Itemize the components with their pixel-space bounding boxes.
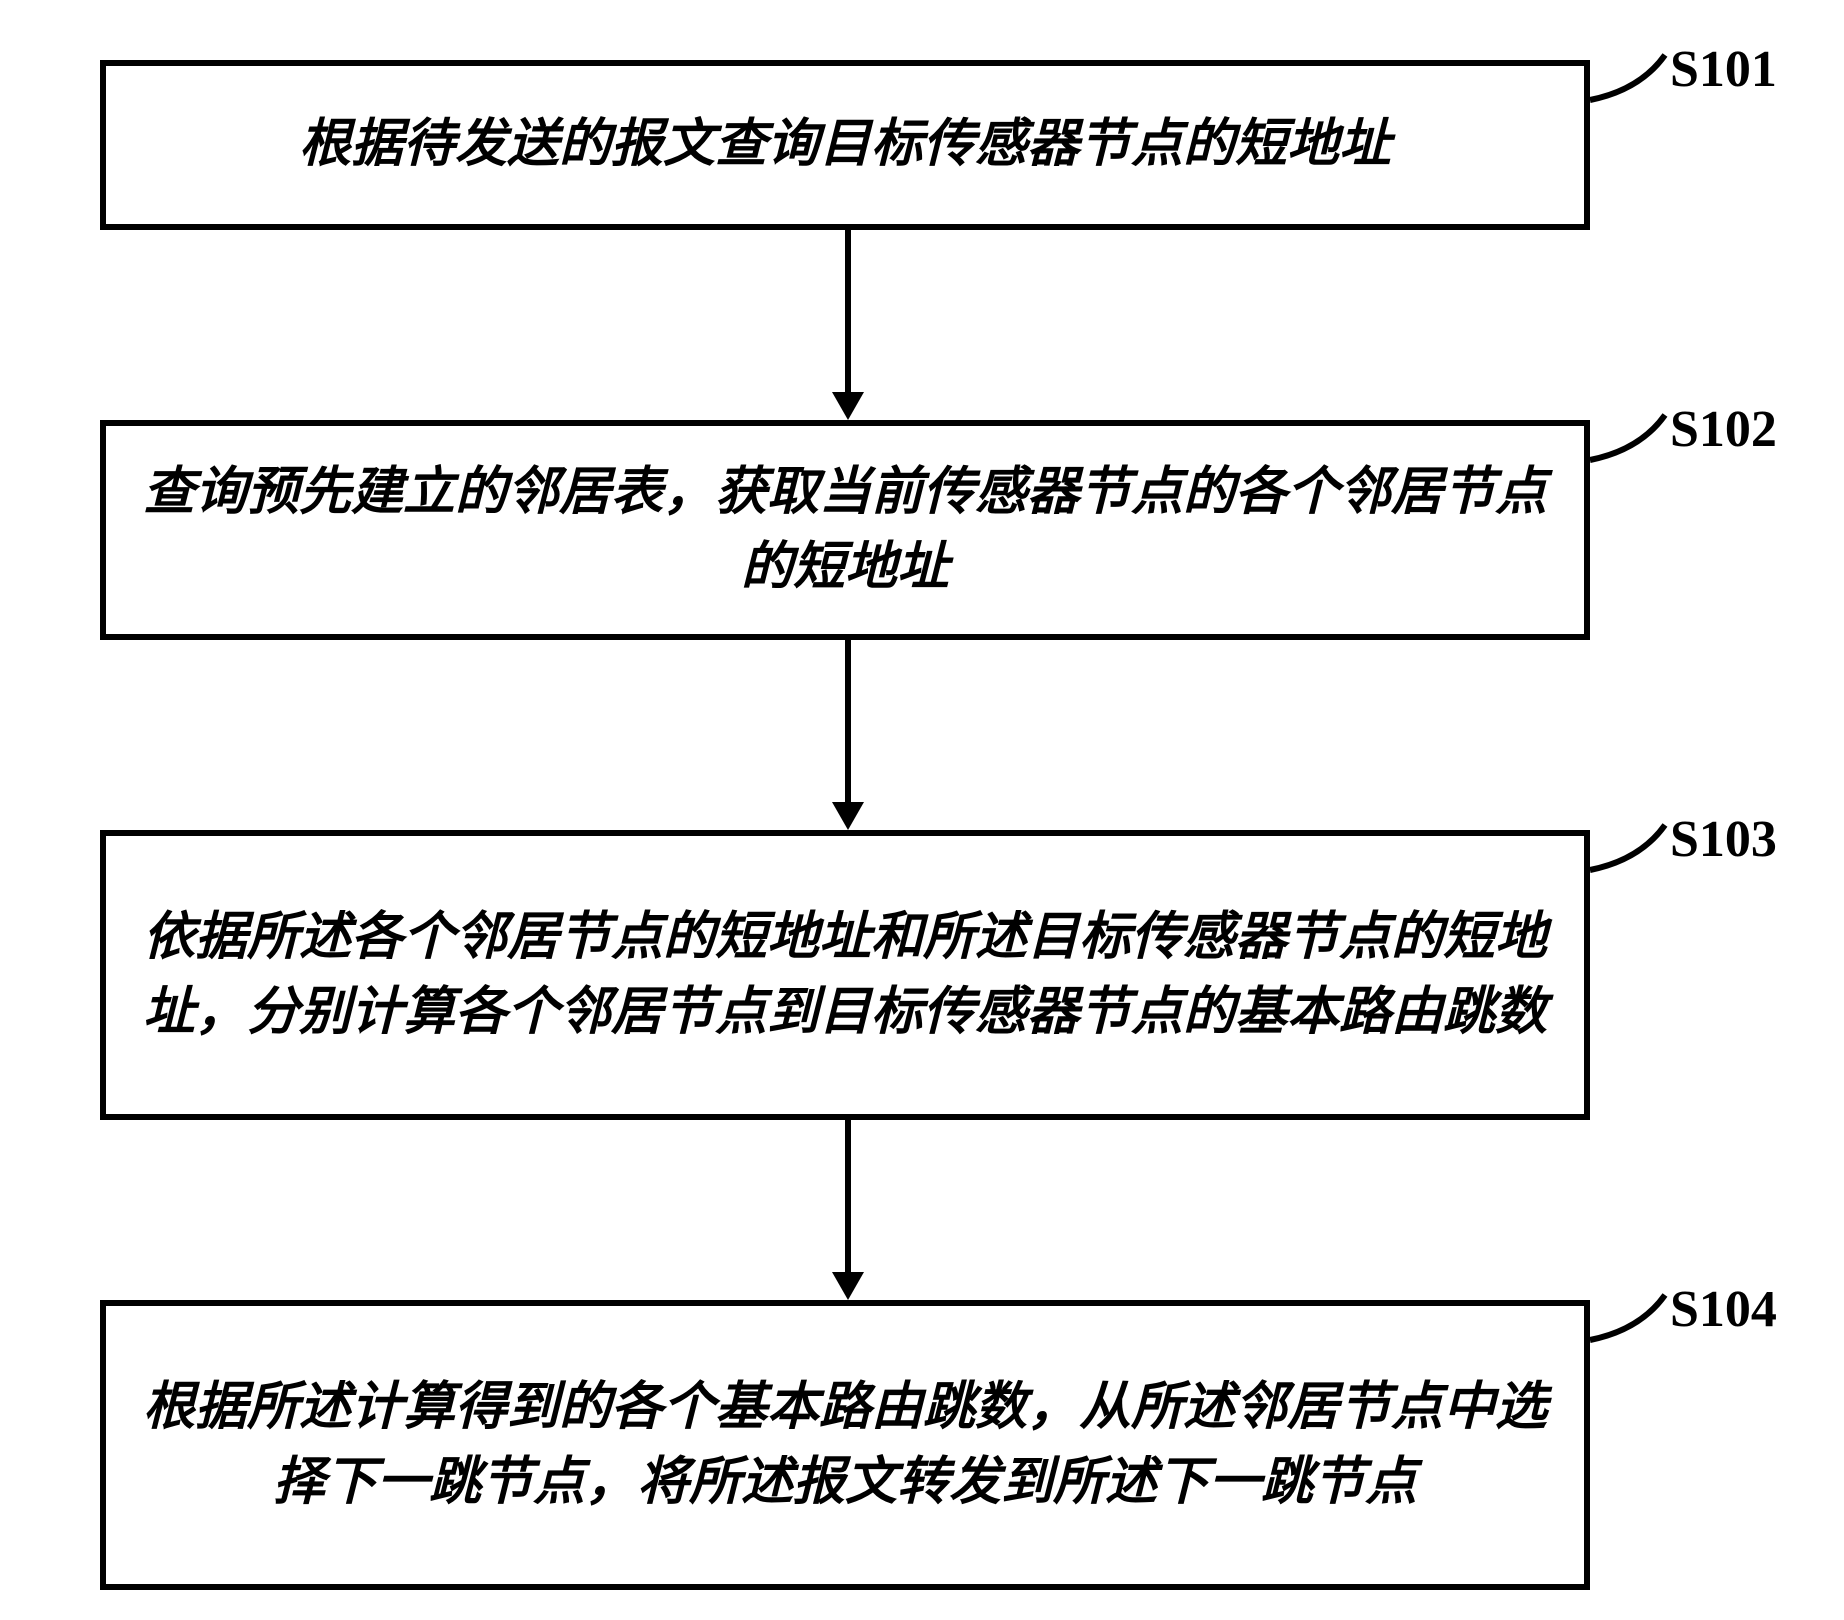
- arrow-line-s103-s104: [845, 1120, 851, 1274]
- callout-s101: [1580, 45, 1675, 110]
- step-label-s103: S103: [1670, 810, 1777, 869]
- arrow-head-s101-s102: [832, 392, 864, 420]
- step-label-s104: S104: [1670, 1280, 1777, 1339]
- arrow-line-s101-s102: [845, 230, 851, 394]
- arrow-head-s102-s103: [832, 802, 864, 830]
- flow-node-s102: 查询预先建立的邻居表，获取当前传感器节点的各个邻居节点的短地址: [100, 420, 1590, 640]
- callout-s103: [1580, 815, 1675, 880]
- arrow-head-s103-s104: [832, 1272, 864, 1300]
- flow-node-text-s101: 根据待发送的报文查询目标传感器节点的短地址: [299, 107, 1391, 182]
- arrow-line-s102-s103: [845, 640, 851, 804]
- flow-node-s103: 依据所述各个邻居节点的短地址和所述目标传感器节点的短地址，分别计算各个邻居节点到…: [100, 830, 1590, 1120]
- flowchart-canvas: 根据待发送的报文查询目标传感器节点的短地址 S101 查询预先建立的邻居表，获取当前…: [0, 0, 1844, 1620]
- flow-node-text-s104: 根据所述计算得到的各个基本路由跳数，从所述邻居节点中选择下一跳节点，将所述报文转…: [136, 1370, 1554, 1521]
- callout-s102: [1580, 405, 1675, 470]
- flow-node-s104: 根据所述计算得到的各个基本路由跳数，从所述邻居节点中选择下一跳节点，将所述报文转…: [100, 1300, 1590, 1590]
- step-label-s102: S102: [1670, 400, 1777, 459]
- flow-node-s101: 根据待发送的报文查询目标传感器节点的短地址: [100, 60, 1590, 230]
- flow-node-text-s102: 查询预先建立的邻居表，获取当前传感器节点的各个邻居节点的短地址: [136, 455, 1554, 606]
- callout-s104: [1580, 1285, 1675, 1350]
- flow-node-text-s103: 依据所述各个邻居节点的短地址和所述目标传感器节点的短地址，分别计算各个邻居节点到…: [136, 900, 1554, 1051]
- step-label-s101: S101: [1670, 40, 1777, 99]
